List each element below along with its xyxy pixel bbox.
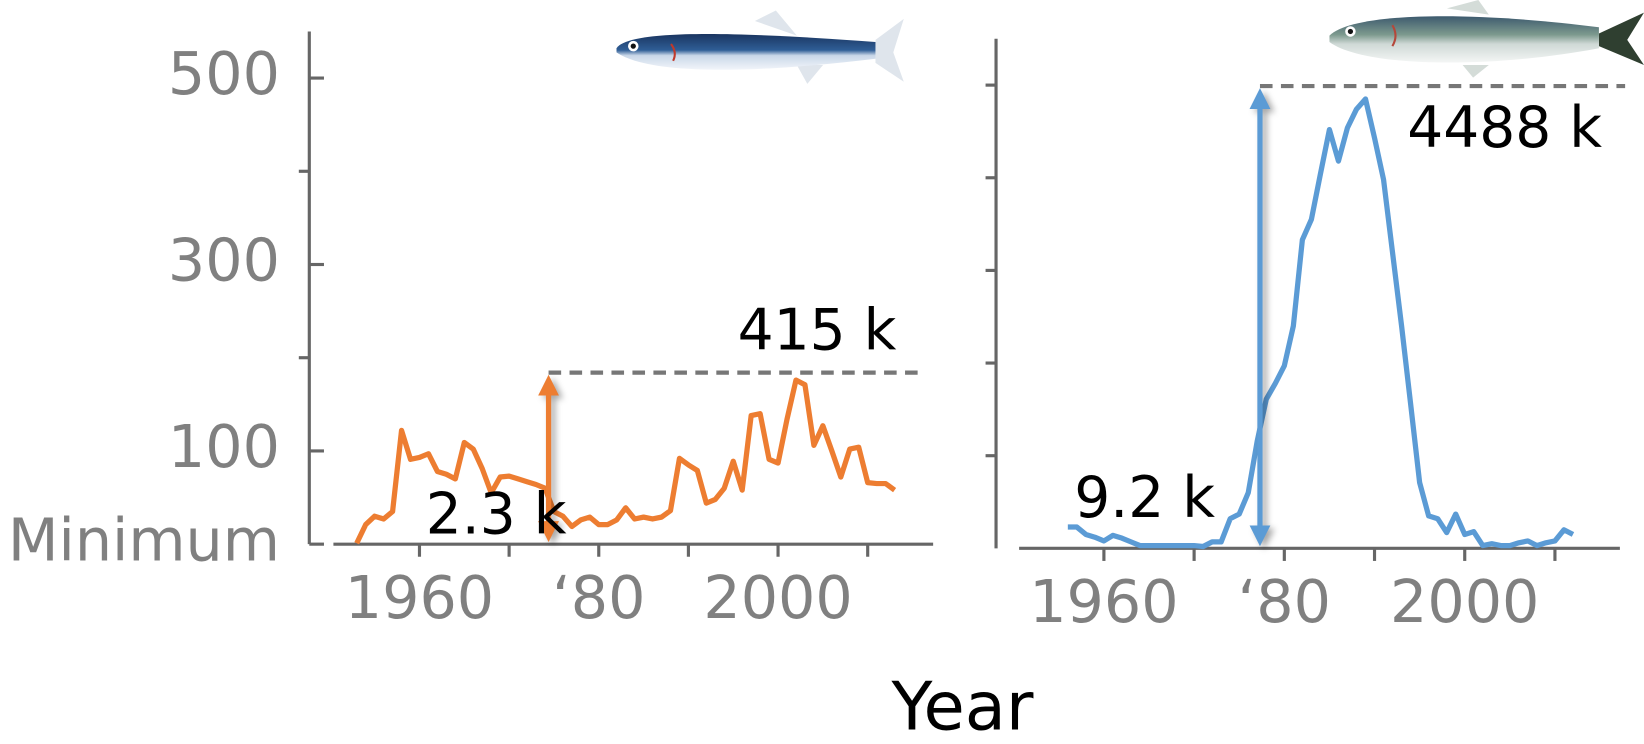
x-axis-title: Year [890,667,1033,744]
plot-root: Year Minimum 100 300 500 1960 ‘80 2000 415 k 2.3… [8,0,1644,744]
data-line [354,377,897,545]
fish-icon [1329,0,1644,78]
x-tick-label: ‘80 [552,564,645,632]
x-tick-label: 1960 [1029,568,1178,636]
y-tick-label: 100 [168,413,280,481]
data-line [1067,96,1575,550]
y-tick-label: 300 [168,227,280,295]
min-label: 2.3 k [426,482,567,548]
max-label: 4488 k [1407,95,1602,161]
fish-icon [616,10,904,84]
y-tick-label: 500 [168,40,280,108]
x-tick-label: 2000 [1390,568,1539,636]
min-label: 9.2 k [1074,465,1215,531]
x-tick-label: 2000 [703,564,852,632]
x-tick-label: ‘80 [1238,568,1331,636]
max-label: 415 k [738,297,897,363]
x-tick-label: 1960 [345,564,494,632]
y-tick-label: Minimum [8,506,280,574]
